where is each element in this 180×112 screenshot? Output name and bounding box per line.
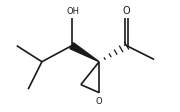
Text: O: O (123, 6, 130, 16)
Text: O: O (96, 97, 102, 106)
Text: OH: OH (66, 7, 79, 16)
Polygon shape (70, 43, 99, 62)
